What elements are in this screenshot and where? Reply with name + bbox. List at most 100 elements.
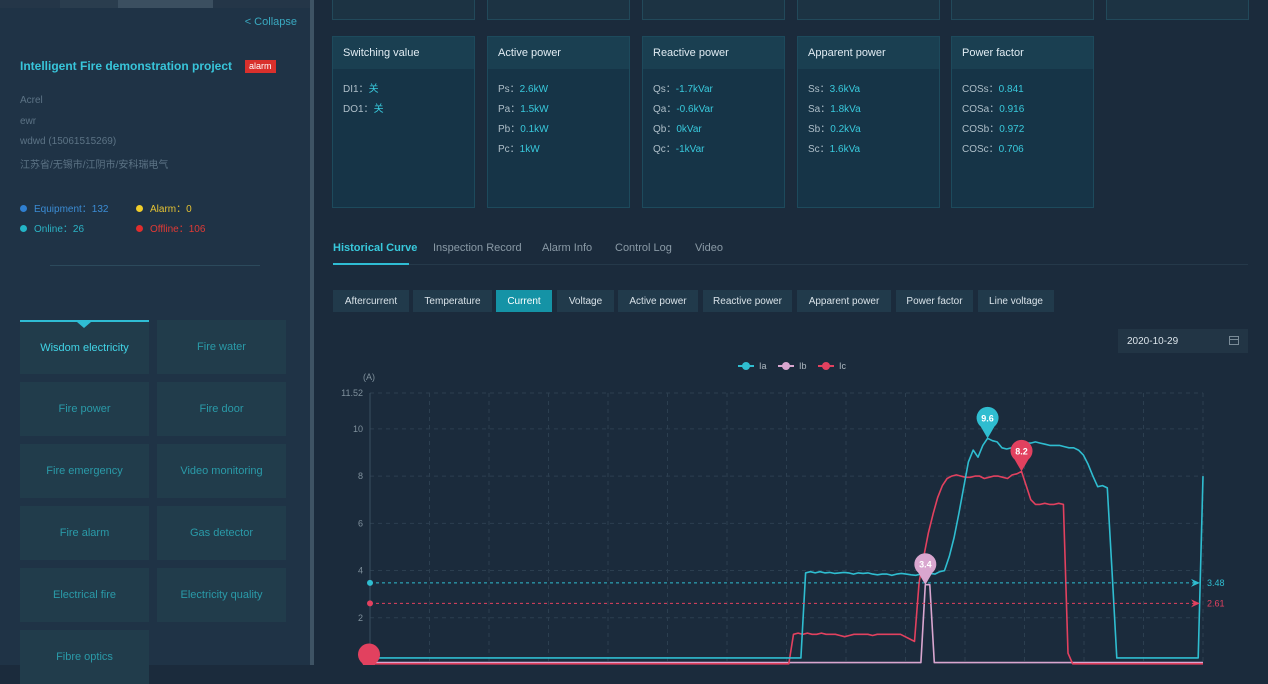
mark-line-arrow-icon	[1191, 578, 1200, 587]
tile-fire-power[interactable]: Fire power	[20, 382, 149, 436]
card-reactive-power: Reactive power Qs：-1.7kVar Qa：-0.6kVar Q…	[642, 36, 785, 208]
mark-line-arrow-icon	[1191, 599, 1200, 608]
top-card	[797, 0, 940, 20]
series-line-ib	[370, 583, 1203, 664]
y-unit-label: (A)	[363, 372, 375, 382]
stat-alarm: Alarm：0	[136, 200, 192, 215]
info-address: 江苏省/无锡市/江阴市/安科瑞电气	[20, 160, 169, 171]
tile-label: Electrical fire	[53, 589, 116, 601]
tab-control-log[interactable]: Control Log	[615, 242, 672, 254]
card-row: COSa：0.916	[962, 104, 1025, 115]
top-card	[1106, 0, 1249, 20]
btn-temperature[interactable]: Temperature	[413, 290, 492, 312]
marker-pin-icon	[1010, 439, 1033, 472]
card-row: Qa：-0.6kVar	[653, 104, 714, 115]
tile-label: Fire water	[197, 341, 246, 353]
btn-power-factor[interactable]: Power factor	[896, 290, 973, 312]
stat-equipment: Equipment：132	[20, 200, 109, 215]
tile-fire-door[interactable]: Fire door	[157, 382, 286, 436]
tile-electricity-quality[interactable]: Electricity quality	[157, 568, 286, 622]
sidebar-splitter[interactable]	[310, 0, 314, 665]
btn-reactive-power[interactable]: Reactive power	[703, 290, 792, 312]
card-title: Switching value	[333, 37, 474, 69]
tile-wisdom-electricity[interactable]: Wisdom electricity	[20, 320, 149, 374]
stat-alarm-label: Alarm：0	[150, 204, 192, 215]
card-row: Sa：1.8kVa	[808, 104, 861, 115]
card-title: Active power	[488, 37, 629, 69]
tab-inspection-record[interactable]: Inspection Record	[433, 242, 522, 254]
marker-pin-icon	[976, 406, 999, 439]
top-tab[interactable]	[60, 0, 118, 8]
stat-online-label: Online：26	[34, 224, 85, 235]
mark-line-label: 3.48	[1207, 578, 1225, 588]
card-row: DI1：关	[343, 84, 379, 95]
tile-electrical-fire[interactable]: Electrical fire	[20, 568, 149, 622]
tile-fibre-optics[interactable]: Fibre optics	[20, 630, 149, 684]
legend-label: Ic	[839, 361, 847, 371]
tab-alarm-info[interactable]: Alarm Info	[542, 242, 593, 254]
tile-fire-emergency[interactable]: Fire emergency	[20, 444, 149, 498]
tab-divider	[333, 264, 1248, 265]
legend-marker	[782, 362, 790, 370]
card-apparent-power: Apparent power Ss：3.6kVa Sa：1.8kVa Sb：0.…	[797, 36, 940, 208]
marker-pin-label: 3.4	[919, 560, 932, 570]
tile-fire-water[interactable]: Fire water	[157, 320, 286, 374]
tile-label: Fire emergency	[46, 465, 123, 477]
tab-active-underline	[333, 263, 409, 265]
tile-label: Fire power	[58, 403, 111, 415]
tab-video[interactable]: Video	[695, 242, 723, 254]
y-tick-label: 2	[358, 613, 363, 623]
tile-fire-alarm[interactable]: Fire alarm	[20, 506, 149, 560]
stat-online: Online：26	[20, 220, 84, 235]
marker-pin-label: 9.6	[981, 413, 994, 423]
btn-voltage[interactable]: Voltage	[557, 290, 614, 312]
card-active-power: Active power Ps：2.6kW Pa：1.5kW Pb：0.1kW …	[487, 36, 630, 208]
marker-pin-icon	[914, 553, 937, 585]
btn-current[interactable]: Current	[496, 290, 552, 312]
mark-line-start	[367, 600, 373, 607]
calendar-icon	[1229, 336, 1239, 345]
date-picker[interactable]: 2020-10-29	[1118, 329, 1248, 353]
btn-line-voltage[interactable]: Line voltage	[978, 290, 1054, 312]
tile-label: Gas detector	[190, 527, 253, 539]
btn-active-power[interactable]: Active power	[618, 290, 698, 312]
y-tick-label: 10	[353, 424, 363, 434]
legend-label: Ia	[759, 361, 767, 371]
legend-marker	[822, 362, 830, 370]
series-line-ic	[370, 470, 1203, 665]
btn-aftercurrent[interactable]: Aftercurrent	[333, 290, 409, 312]
stat-equipment-label: Equipment：132	[34, 204, 109, 215]
tile-video-monitoring[interactable]: Video monitoring	[157, 444, 286, 498]
card-power-factor: Power factor COSs：0.841 COSa：0.916 COSb：…	[951, 36, 1094, 208]
card-row: Pa：1.5kW	[498, 104, 549, 115]
y-tick-label: 8	[358, 471, 363, 481]
top-card	[487, 0, 630, 20]
legend-marker	[742, 362, 750, 370]
info-company: Acrel	[20, 95, 43, 106]
card-row: Qb：0kVar	[653, 124, 702, 135]
tile-label: Fire door	[199, 403, 244, 415]
collapse-button[interactable]: < Collapse	[244, 16, 297, 28]
tile-label: Fire alarm	[59, 527, 110, 539]
card-row: DO1：关	[343, 104, 384, 115]
series-line-ia	[370, 437, 1204, 659]
mark-line-label: 2.61	[1207, 598, 1225, 608]
sidebar-divider	[50, 265, 260, 266]
card-row: Qc：-1kVar	[653, 144, 705, 155]
card-row: Sb：0.2kVa	[808, 124, 861, 135]
tile-gas-detector[interactable]: Gas detector	[157, 506, 286, 560]
tile-label: Fibre optics	[56, 651, 113, 663]
tab-historical-curve[interactable]: Historical Curve	[333, 242, 418, 254]
project-title: Intelligent Fire demonstration project	[20, 59, 233, 73]
tile-label: Wisdom electricity	[40, 342, 129, 354]
tile-label: Video monitoring	[180, 465, 263, 477]
card-row: Pc：1kW	[498, 144, 540, 155]
card-title: Apparent power	[798, 37, 939, 69]
sidebar: < Collapse Intelligent Fire demonstratio…	[0, 8, 310, 684]
info-contact: wdwd (15061515269)	[20, 136, 117, 147]
top-tab-active[interactable]	[118, 0, 213, 8]
card-row: Ss：3.6kVa	[808, 84, 861, 95]
alarm-badge: alarm	[245, 60, 276, 73]
btn-apparent-power[interactable]: Apparent power	[797, 290, 891, 312]
y-tick-label: 6	[358, 518, 363, 528]
